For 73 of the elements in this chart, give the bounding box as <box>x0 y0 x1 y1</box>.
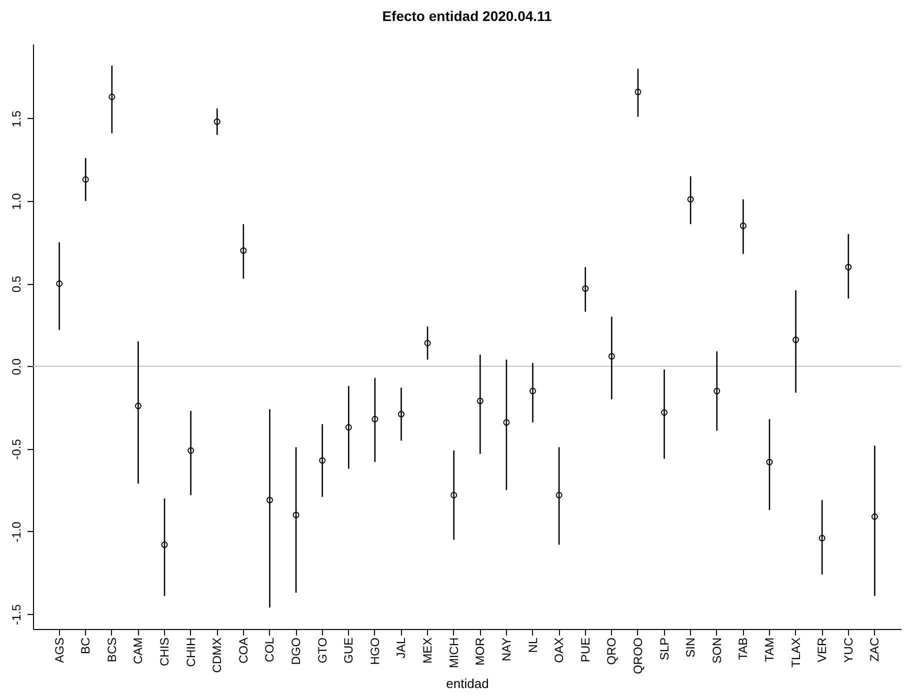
x-tick-label: MOR <box>473 637 488 666</box>
x-tick-label: MICH <box>446 638 461 668</box>
point <box>530 388 536 394</box>
point <box>214 118 220 125</box>
point <box>424 340 431 346</box>
x-tick-label: CHIH <box>184 638 198 667</box>
x-tick-label: VER <box>815 637 830 662</box>
y-tick-label: -0.5 <box>10 438 24 460</box>
point <box>766 458 773 466</box>
point <box>714 388 720 394</box>
point <box>476 398 484 404</box>
point <box>450 492 458 498</box>
x-tick-label: DGO <box>289 638 304 665</box>
point <box>266 496 273 504</box>
x-tick-label: SON <box>710 638 724 664</box>
x-tick-label: MEX <box>420 638 435 664</box>
point <box>319 457 326 464</box>
x-tick-label: QRO <box>604 638 619 665</box>
point <box>582 285 589 292</box>
x-tick-label: QROO <box>630 638 645 674</box>
x-tick-label: YUC <box>841 637 856 663</box>
point <box>188 447 194 454</box>
point <box>661 409 668 416</box>
point <box>56 280 63 287</box>
point <box>134 402 142 410</box>
point <box>82 176 89 183</box>
point <box>556 492 562 498</box>
x-tick-label: SLP <box>657 638 672 660</box>
x-tick-label: CHIS <box>158 638 172 666</box>
point <box>108 94 116 100</box>
x-tick-label: NAY <box>499 638 514 662</box>
x-tick-label: GTO <box>315 638 330 664</box>
x-tick-label: AGS <box>52 638 66 663</box>
point <box>634 88 642 96</box>
x-tick-label: COA <box>236 638 250 664</box>
point <box>292 512 300 518</box>
point <box>740 222 746 230</box>
x-tick-label: ZAC <box>868 637 882 662</box>
y-tick-label: 0.0 <box>10 358 24 376</box>
x-tick-label: GUE <box>342 638 356 664</box>
x-tick-label: TAM <box>762 638 776 662</box>
chart-title: Efecto entidad 2020.04.11 <box>382 8 552 24</box>
point <box>345 424 352 431</box>
x-tick-label: OAX <box>552 638 566 663</box>
point <box>503 419 510 426</box>
point <box>871 513 878 520</box>
x-tick-label: JAL <box>394 637 408 658</box>
y-tick-label: -1.0 <box>10 521 24 542</box>
x-tick-label: CAM <box>131 638 146 664</box>
y-tick-label: 0.5 <box>10 275 24 292</box>
x-tick-label: PUE <box>578 638 592 662</box>
x-tick-label: COL <box>262 637 277 662</box>
y-tick-label: -1.5 <box>10 604 24 625</box>
point <box>792 336 800 344</box>
x-tick-label: HGO <box>368 638 382 665</box>
x-tick-label: SIN <box>684 638 698 658</box>
point <box>398 410 404 418</box>
point <box>687 196 694 203</box>
point <box>845 264 852 270</box>
point <box>161 541 168 548</box>
x-tick-label: CDMX <box>210 638 224 673</box>
y-tick-label: 1.0 <box>10 192 24 210</box>
x-tick-label: NL <box>526 637 540 653</box>
x-axis-title: entidad <box>446 676 489 692</box>
point <box>818 534 826 542</box>
x-tick-label: BC <box>78 637 93 654</box>
x-tick-label: TAB <box>736 638 750 660</box>
point <box>372 416 378 422</box>
x-tick-label: BCS <box>104 638 119 662</box>
x-tick-label: TLAX <box>788 638 803 668</box>
point <box>608 353 615 360</box>
point <box>240 247 247 254</box>
y-tick-label: 1.5 <box>10 110 24 128</box>
